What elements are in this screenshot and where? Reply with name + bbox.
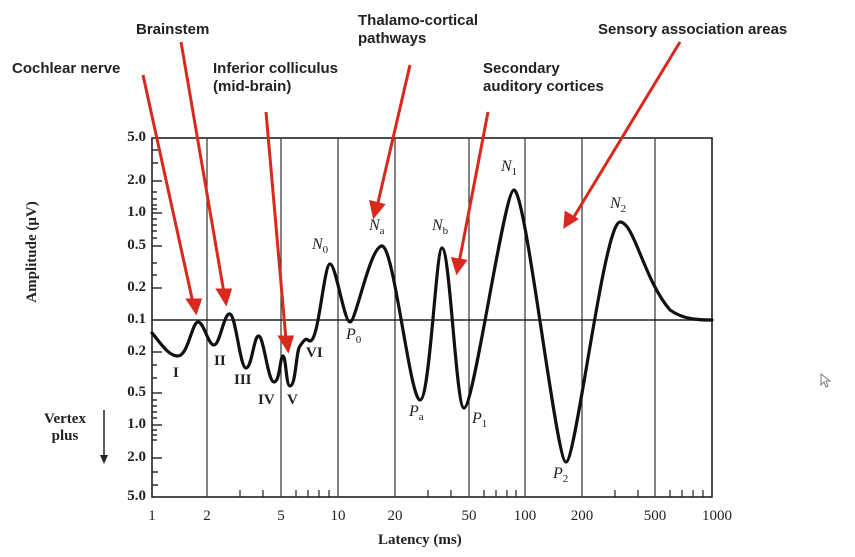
peak-label-N1: N1 bbox=[501, 158, 518, 179]
x-tick: 200 bbox=[570, 508, 594, 524]
y-tick: 0.5 bbox=[127, 237, 146, 253]
y-tick: 5.0 bbox=[127, 129, 146, 145]
annotation-ic-line1: Inferior colliculus bbox=[213, 60, 339, 77]
y-tick: 0.1 bbox=[127, 311, 146, 327]
y-tick: 1.0 bbox=[127, 416, 146, 432]
annotation-sensory-association: Sensory association areas bbox=[598, 21, 788, 38]
x-tick: 50 bbox=[461, 508, 477, 524]
arrow-sensory-association bbox=[570, 41, 682, 221]
peak-label-V: V bbox=[287, 392, 298, 408]
y-tick: 5.0 bbox=[127, 488, 146, 504]
annotation-thalamo-cortical: Thalamo-cortical pathways bbox=[358, 12, 478, 48]
peak-label-Nb: Nb bbox=[432, 217, 449, 238]
arrow-down-icon bbox=[100, 455, 108, 464]
y-tick: 0.5 bbox=[127, 384, 146, 400]
peak-label-VI: VI bbox=[306, 345, 323, 361]
plot-frame bbox=[151, 137, 713, 498]
vertex-plus-label: Vertex plus bbox=[40, 411, 90, 445]
x-axis-title: Latency (ms) bbox=[378, 532, 462, 548]
y-axis-title: Amplitude (μV) bbox=[24, 201, 40, 303]
peak-label-II: II bbox=[214, 353, 226, 369]
arrow-head-icon bbox=[215, 288, 233, 307]
peak-label-IV: IV bbox=[258, 392, 275, 408]
x-tick: 10 bbox=[330, 508, 346, 524]
peak-label-N2: N2 bbox=[610, 195, 627, 216]
x-axis-ticks bbox=[239, 490, 704, 497]
annotation-ic-line2: (mid-brain) bbox=[213, 78, 292, 95]
x-tick: 1000 bbox=[702, 508, 732, 524]
annotation-thal-line1: Thalamo-cortical bbox=[358, 12, 479, 29]
arrow-head-icon bbox=[563, 210, 579, 229]
arrow-head-icon bbox=[450, 257, 468, 276]
annotation-thal-line2: pathways bbox=[358, 30, 427, 47]
evoked-potential-waveform bbox=[150, 188, 714, 464]
peak-label-N0: N0 bbox=[312, 236, 329, 257]
peak-label-Na: Na bbox=[369, 217, 385, 238]
annotation-sec-line2: auditory cortices bbox=[483, 78, 604, 95]
arrow-inferior-colliculus bbox=[264, 111, 288, 341]
annotation-sec-line1: Secondary bbox=[483, 60, 560, 77]
vertex-label-line1: Vertex bbox=[44, 411, 86, 427]
arrow-head-icon bbox=[185, 298, 203, 316]
peak-label-I: I bbox=[173, 365, 179, 381]
y-axis-ticks bbox=[152, 149, 162, 486]
mouse-cursor-icon bbox=[820, 373, 832, 388]
vertex-label-line2: plus bbox=[51, 428, 79, 444]
y-tick: 2.0 bbox=[127, 449, 146, 465]
annotation-arrows bbox=[141, 41, 682, 354]
arrow-head-icon bbox=[369, 199, 386, 220]
annotation-cochlear-nerve: Cochlear nerve bbox=[12, 60, 121, 77]
y-tick: 2.0 bbox=[127, 172, 146, 188]
arrow-cochlear-nerve bbox=[141, 74, 195, 304]
x-tick: 2 bbox=[203, 508, 211, 524]
y-tick: 1.0 bbox=[127, 204, 146, 220]
annotation-secondary-auditory: Secondary auditory cortices bbox=[483, 60, 604, 96]
peak-label-Pa: Pa bbox=[409, 403, 424, 424]
y-tick: 0.2 bbox=[127, 279, 146, 295]
x-tick: 20 bbox=[387, 508, 403, 524]
arrow-secondary-auditory bbox=[457, 111, 490, 264]
peak-label-P1: P1 bbox=[472, 410, 488, 431]
x-tick: 100 bbox=[513, 508, 537, 524]
x-tick: 5 bbox=[277, 508, 285, 524]
peak-label-III: III bbox=[234, 372, 252, 388]
arrow-thalamo-cortical bbox=[375, 64, 412, 208]
y-tick: 0.2 bbox=[127, 343, 146, 359]
arrow-head-icon bbox=[277, 335, 295, 354]
arrow-brainstem bbox=[179, 41, 226, 294]
x-tick: 500 bbox=[643, 508, 667, 524]
peak-label-P2: P2 bbox=[553, 465, 569, 486]
annotation-inferior-colliculus: Inferior colliculus (mid-brain) bbox=[213, 60, 338, 96]
peak-label-P0: P0 bbox=[346, 326, 362, 347]
annotation-brainstem: Brainstem bbox=[136, 21, 210, 38]
x-tick: 1 bbox=[148, 508, 156, 524]
